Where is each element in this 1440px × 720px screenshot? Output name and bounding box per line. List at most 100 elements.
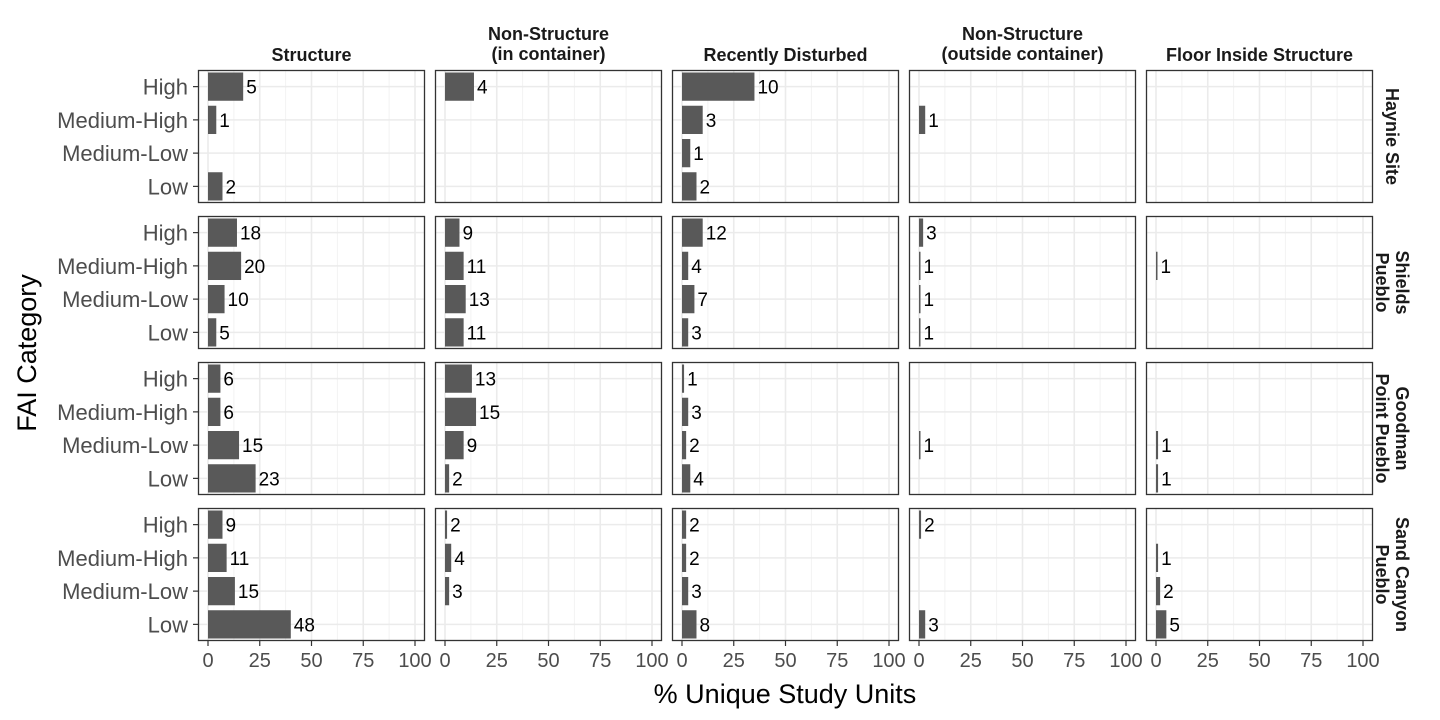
bar	[208, 251, 242, 281]
data-label: 18	[240, 224, 261, 245]
bar	[682, 105, 703, 135]
facet-panel: 6 6 15 23	[197, 361, 426, 496]
bar	[682, 576, 689, 606]
panel-border	[1145, 69, 1374, 204]
y-tick-label: High	[143, 513, 188, 538]
bar	[208, 218, 237, 247]
bar	[445, 72, 474, 101]
data-label: 1	[928, 111, 939, 132]
facet-row-label: Haynie Site	[1382, 88, 1402, 185]
data-label: 1	[924, 257, 935, 278]
y-tick-label: Low	[148, 174, 188, 199]
bar	[919, 318, 921, 347]
x-tick-label: 100	[398, 650, 431, 672]
facet-column-label-line: Non-Structure	[488, 24, 609, 44]
panel-border	[671, 215, 900, 350]
x-tick-label: 50	[1011, 650, 1033, 672]
bar	[682, 430, 687, 460]
facet-panel: 51 2	[197, 69, 426, 204]
facet-panel: 9 11 13 11	[434, 215, 663, 350]
bar	[919, 430, 921, 460]
y-tick-label: Medium-Low	[62, 287, 188, 312]
facet-panel: 1	[1145, 215, 1374, 350]
data-label: 6	[223, 403, 234, 424]
bar	[682, 364, 685, 393]
panel-border	[671, 69, 900, 204]
panel-border	[1145, 215, 1374, 350]
x-tick-label: 75	[589, 650, 611, 672]
bar	[445, 464, 450, 493]
facet-panel: 23	[908, 507, 1137, 642]
panel-border	[434, 507, 663, 642]
panel-border	[197, 361, 426, 496]
data-label: 48	[294, 615, 315, 636]
panel-border	[197, 215, 426, 350]
x-tick-label: 100	[1346, 650, 1379, 672]
facet-row-label: Sand CanyonPueblo	[1372, 517, 1412, 632]
data-label: 13	[469, 290, 490, 311]
panel-border	[434, 215, 663, 350]
facet-panel: 1 2 5	[1145, 507, 1374, 642]
bar	[682, 251, 689, 281]
x-tick-label: 25	[723, 650, 745, 672]
x-tick-label: 25	[249, 650, 271, 672]
x-tick-label: 25	[1197, 650, 1219, 672]
facet-column-label: Non-Structure (in container)	[488, 24, 609, 64]
data-label: 2	[699, 177, 710, 198]
facet-panel: 1 3 2 4	[671, 361, 900, 496]
facet-row-label-line: Pueblo	[1372, 544, 1392, 604]
x-tick-label: 25	[960, 650, 982, 672]
data-label: 6	[223, 370, 234, 391]
y-axis-title: FAI Category	[12, 274, 42, 432]
facet-column-label: Floor Inside Structure	[1166, 45, 1353, 65]
facet-column-label-line: (outside container)	[941, 44, 1103, 64]
facet-row-label: GoodmanPoint Pueblo	[1372, 374, 1412, 484]
data-label: 1	[924, 436, 935, 457]
y-tick-label: High	[143, 75, 188, 100]
bar	[919, 284, 921, 314]
facet-panel: 124 7 3	[671, 215, 900, 350]
bar	[445, 251, 464, 281]
facet-panel	[1145, 69, 1374, 204]
data-label: 2	[689, 516, 700, 537]
data-label: 1	[924, 323, 935, 344]
bar	[208, 172, 223, 201]
x-tick-label: 75	[826, 650, 848, 672]
data-label: 2	[450, 516, 461, 537]
data-label: 10	[757, 78, 778, 99]
facet-column-label: Non-Structure (outside container)	[941, 24, 1103, 64]
bar	[919, 510, 922, 539]
bar	[445, 543, 452, 573]
data-label: 5	[219, 323, 230, 344]
panel-border	[908, 215, 1137, 350]
bar	[682, 284, 695, 314]
bar	[208, 464, 256, 493]
facet-column-label-line: (in container)	[491, 44, 605, 64]
panel-border	[197, 69, 426, 204]
facet-panel: 9 11 15 48	[197, 507, 426, 642]
facet-column-label-line: Recently Disturbed	[703, 45, 867, 65]
facet-panel: 1	[908, 69, 1137, 204]
data-label: 3	[691, 403, 702, 424]
bar	[445, 510, 448, 539]
data-label: 11	[230, 549, 250, 570]
data-label: 4	[691, 257, 702, 278]
y-tick-label: Medium-High	[57, 546, 188, 571]
data-label: 8	[699, 615, 710, 636]
x-tick-label: 100	[635, 650, 668, 672]
x-tick-label: 0	[439, 650, 450, 672]
y-tick-label: Medium-High	[57, 254, 188, 279]
y-tick-label: Low	[148, 612, 188, 637]
data-label: 12	[706, 224, 727, 245]
data-label: 13	[475, 370, 496, 391]
x-tick-label: 100	[1109, 650, 1142, 672]
data-label: 15	[238, 582, 259, 603]
panel-border	[908, 507, 1137, 642]
facet-panel: 11	[1145, 361, 1374, 496]
x-tick-label: 0	[676, 650, 687, 672]
bar	[682, 138, 691, 168]
data-label: 4	[454, 549, 465, 570]
facet-panel: 2 2 3 8	[671, 507, 900, 642]
data-label: 1	[1161, 469, 1172, 490]
